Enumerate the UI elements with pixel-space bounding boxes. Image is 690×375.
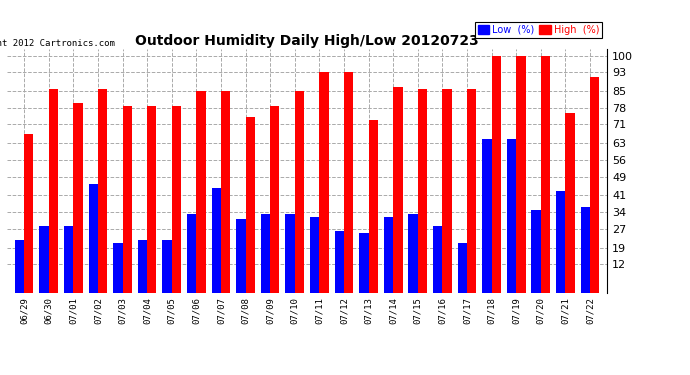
Bar: [14, 240, 24, 292]
Bar: [295, 92, 304, 292]
Bar: [236, 219, 246, 292]
Bar: [531, 210, 541, 292]
Bar: [98, 89, 107, 292]
Bar: [246, 117, 255, 292]
Text: Copyright 2012 Cartronics.com: Copyright 2012 Cartronics.com: [0, 39, 115, 48]
Bar: [507, 139, 516, 292]
Bar: [565, 112, 575, 292]
Bar: [138, 240, 147, 292]
Bar: [344, 72, 353, 292]
Bar: [556, 191, 565, 292]
Bar: [482, 139, 491, 292]
Bar: [64, 226, 73, 292]
Bar: [73, 103, 83, 292]
Bar: [516, 56, 526, 292]
Bar: [384, 217, 393, 292]
Bar: [270, 105, 279, 292]
Bar: [310, 217, 319, 292]
Bar: [319, 72, 328, 292]
Bar: [123, 105, 132, 292]
Bar: [457, 243, 467, 292]
Bar: [368, 120, 378, 292]
Bar: [162, 240, 172, 292]
Bar: [39, 226, 49, 292]
Bar: [408, 214, 417, 292]
Bar: [433, 226, 442, 292]
Bar: [24, 134, 34, 292]
Bar: [335, 231, 344, 292]
Bar: [147, 105, 157, 292]
Bar: [113, 243, 123, 292]
Bar: [187, 214, 197, 292]
Bar: [88, 184, 98, 292]
Bar: [580, 207, 590, 292]
Bar: [359, 233, 368, 292]
Bar: [172, 105, 181, 292]
Bar: [197, 92, 206, 292]
Bar: [286, 214, 295, 292]
Title: Outdoor Humidity Daily High/Low 20120723: Outdoor Humidity Daily High/Low 20120723: [135, 34, 479, 48]
Bar: [221, 92, 230, 292]
Bar: [467, 89, 476, 292]
Bar: [491, 56, 501, 292]
Bar: [212, 188, 221, 292]
Bar: [442, 89, 452, 292]
Bar: [261, 214, 270, 292]
Legend: Low  (%), High  (%): Low (%), High (%): [475, 22, 602, 38]
Bar: [49, 89, 58, 292]
Bar: [541, 56, 550, 292]
Bar: [393, 87, 402, 292]
Bar: [590, 77, 600, 292]
Bar: [417, 89, 427, 292]
